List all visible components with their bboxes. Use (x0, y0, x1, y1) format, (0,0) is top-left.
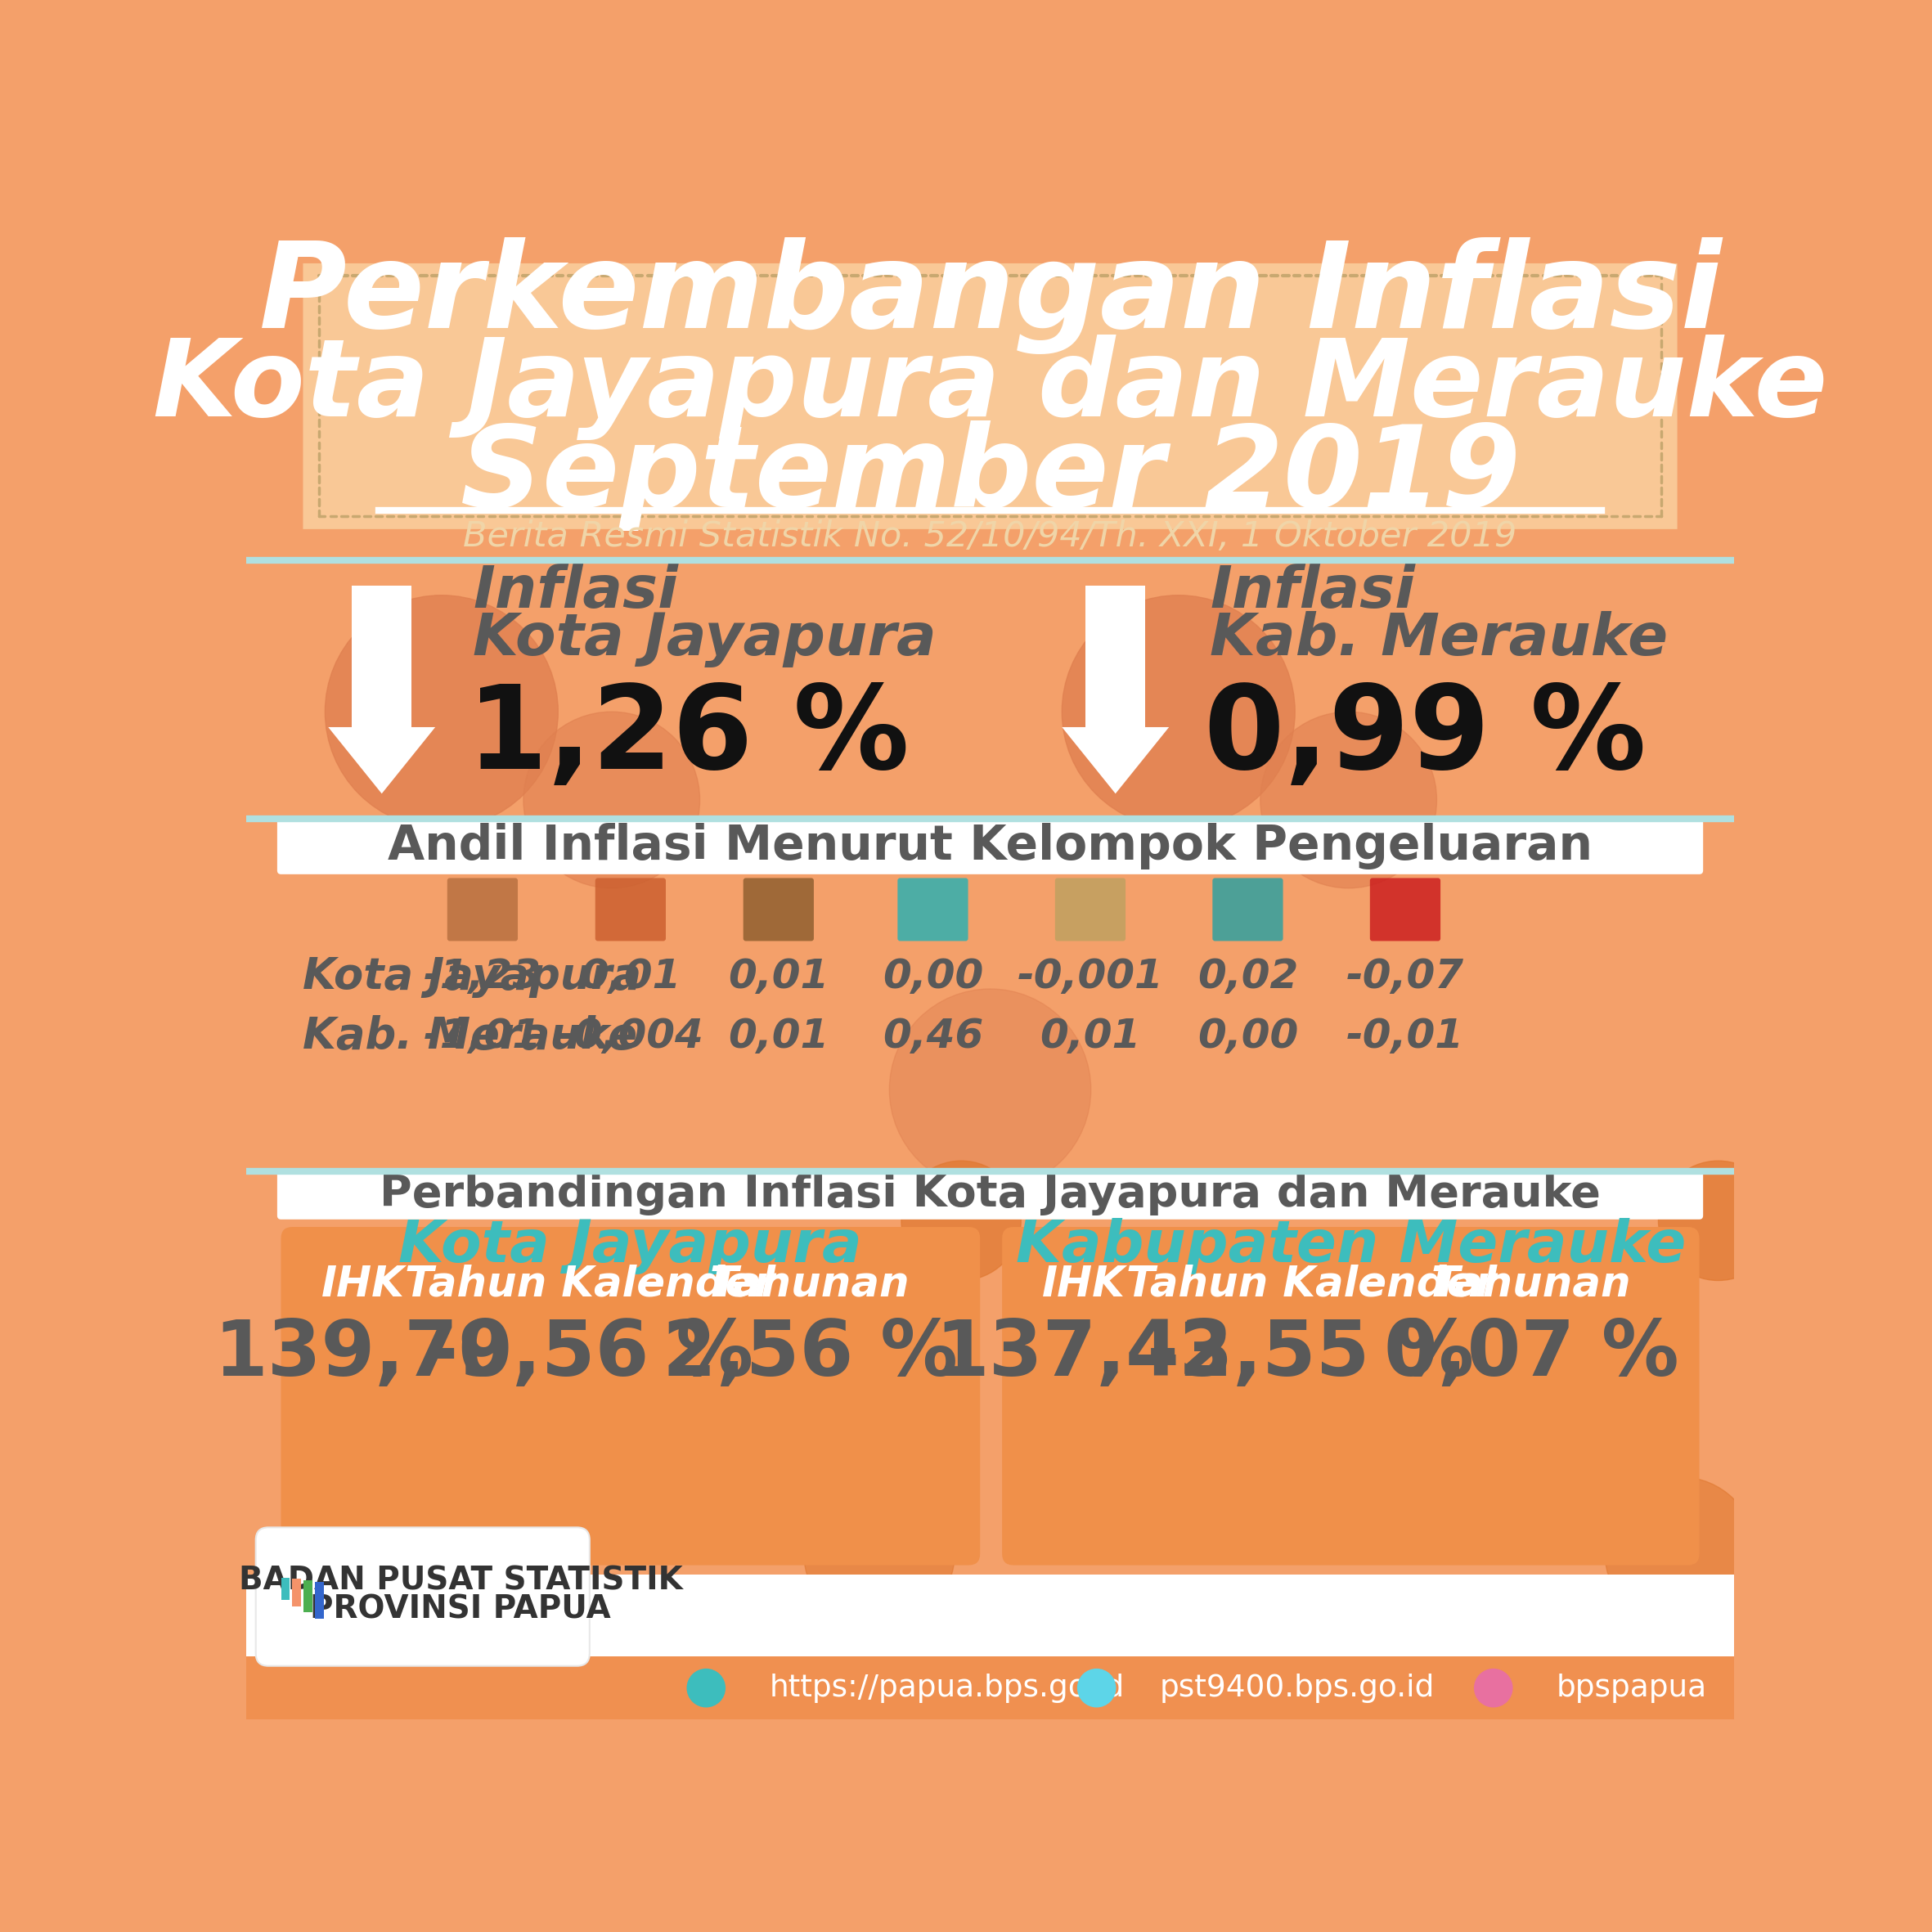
Text: Berita Resmi Statistik No. 52/10/94/Th. XXI, 1 Oktober 2019: Berita Resmi Statistik No. 52/10/94/Th. … (464, 520, 1517, 554)
Text: bpspapua: bpspapua (1557, 1673, 1708, 1702)
FancyBboxPatch shape (303, 263, 1677, 529)
Circle shape (1474, 1669, 1513, 1706)
Text: Inflasi: Inflasi (1209, 564, 1414, 620)
Text: IHK: IHK (1043, 1264, 1126, 1306)
Circle shape (524, 711, 699, 889)
Text: Kab. Merauke: Kab. Merauke (1209, 611, 1667, 668)
Text: -0,001: -0,001 (1016, 956, 1163, 995)
FancyBboxPatch shape (1213, 877, 1283, 941)
Text: 0,00: 0,00 (1198, 1016, 1298, 1055)
Text: -0,01: -0,01 (1347, 1016, 1464, 1055)
Text: 2,56 %: 2,56 % (663, 1316, 958, 1391)
Text: 0,01: 0,01 (728, 956, 829, 995)
Bar (247, 1575, 1735, 1719)
FancyBboxPatch shape (276, 1169, 1704, 1219)
Text: Inflasi: Inflasi (473, 564, 678, 620)
FancyBboxPatch shape (255, 1528, 589, 1665)
Text: 0,02: 0,02 (1198, 956, 1298, 995)
Circle shape (1063, 595, 1294, 829)
Circle shape (1078, 1669, 1115, 1706)
Text: pst9400.bps.go.id: pst9400.bps.go.id (1159, 1673, 1435, 1702)
Text: Kota Jayapura dan Merauke: Kota Jayapura dan Merauke (153, 334, 1828, 440)
FancyBboxPatch shape (276, 817, 1704, 875)
FancyBboxPatch shape (898, 877, 968, 941)
Polygon shape (1086, 585, 1146, 726)
Circle shape (1658, 1161, 1777, 1281)
Circle shape (1260, 711, 1437, 889)
Text: Tahunan: Tahunan (709, 1264, 910, 1306)
Polygon shape (328, 726, 435, 794)
Text: -0,56 %: -0,56 % (425, 1316, 753, 1391)
Text: PROVINSI PAPUA: PROVINSI PAPUA (309, 1594, 611, 1625)
FancyBboxPatch shape (1370, 877, 1441, 941)
Circle shape (804, 1476, 954, 1629)
Text: Kab. Merauke: Kab. Merauke (303, 1014, 638, 1057)
Text: 0,01: 0,01 (728, 1016, 829, 1055)
Text: -0,004: -0,004 (558, 1016, 703, 1055)
Circle shape (688, 1669, 724, 1706)
Circle shape (1605, 1476, 1756, 1629)
FancyBboxPatch shape (1003, 1227, 1700, 1565)
Text: Tahun Kalender: Tahun Kalender (406, 1264, 775, 1306)
Polygon shape (352, 585, 412, 726)
Text: 0,46: 0,46 (883, 1016, 983, 1055)
Text: 0,07 %: 0,07 % (1383, 1316, 1679, 1391)
FancyBboxPatch shape (595, 877, 667, 941)
Text: Kota Jayapura: Kota Jayapura (303, 954, 641, 997)
Text: Kota Jayapura: Kota Jayapura (473, 611, 937, 668)
Circle shape (889, 989, 1092, 1190)
Bar (280, 1578, 290, 1600)
Text: Andil Inflasi Menurut Kelompok Pengeluaran: Andil Inflasi Menurut Kelompok Pengeluar… (388, 823, 1592, 869)
Circle shape (325, 595, 558, 829)
Text: 0,99 %: 0,99 % (1204, 680, 1646, 794)
Text: 0,01: 0,01 (1039, 1016, 1140, 1055)
Bar (292, 1578, 301, 1605)
Text: IHK: IHK (321, 1264, 404, 1306)
FancyBboxPatch shape (446, 877, 518, 941)
FancyBboxPatch shape (1055, 877, 1126, 941)
Bar (303, 1580, 313, 1613)
Text: https://papua.bps.go.id: https://papua.bps.go.id (769, 1673, 1124, 1702)
Text: 0,01: 0,01 (580, 956, 680, 995)
Text: -2,55 %: -2,55 % (1148, 1316, 1474, 1391)
Text: Kabupaten Merauke: Kabupaten Merauke (1016, 1217, 1687, 1273)
Text: September 2019: September 2019 (460, 421, 1520, 531)
Text: -1,01: -1,01 (423, 1016, 541, 1055)
Text: -1,23: -1,23 (423, 956, 541, 995)
Text: Tahun Kalender: Tahun Kalender (1126, 1264, 1495, 1306)
Text: Tahunan: Tahunan (1432, 1264, 1631, 1306)
Text: 139,79: 139,79 (214, 1316, 512, 1391)
Text: 0,00: 0,00 (883, 956, 983, 995)
Polygon shape (1063, 726, 1169, 794)
FancyBboxPatch shape (744, 877, 813, 941)
Text: 137,43: 137,43 (935, 1316, 1233, 1391)
Bar (315, 1582, 325, 1619)
Bar (247, 1656, 1735, 1719)
Text: 1,26 %: 1,26 % (468, 680, 910, 794)
Text: Kota Jayapura: Kota Jayapura (398, 1217, 862, 1273)
Text: BADAN PUSAT STATISTIK: BADAN PUSAT STATISTIK (238, 1565, 682, 1596)
Text: Perbandingan Inflasi Kota Jayapura dan Merauke: Perbandingan Inflasi Kota Jayapura dan M… (379, 1173, 1602, 1215)
Text: -0,07: -0,07 (1347, 956, 1464, 995)
Circle shape (902, 1161, 1020, 1281)
FancyBboxPatch shape (280, 1227, 980, 1565)
Text: Perkembangan Inflasi: Perkembangan Inflasi (259, 238, 1721, 355)
